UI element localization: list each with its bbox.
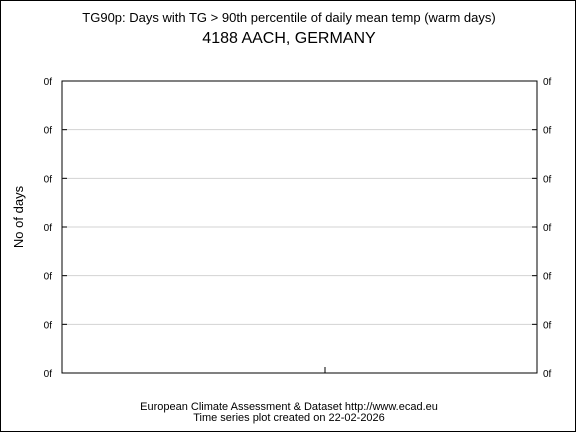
y-tick-label-left: 0f — [44, 77, 53, 88]
y-tick-label-right: 0f — [543, 126, 552, 137]
y-tick-label-left: 0f — [44, 272, 53, 283]
y-tick-label-left: 0f — [44, 223, 53, 234]
chart-subtitle: 4188 AACH, GERMANY — [202, 30, 376, 47]
y-tick-label-left: 0f — [44, 369, 53, 380]
y-tick-label-right: 0f — [543, 174, 552, 185]
footer-source: European Climate Assessment & Dataset ht… — [140, 401, 438, 413]
y-tick-label-right: 0f — [543, 223, 552, 234]
y-axis-right-labels: 0f 0f 0f 0f 0f 0f 0f — [543, 77, 552, 380]
y-tick-label-right: 0f — [543, 77, 552, 88]
y-tick-label-right: 0f — [543, 369, 552, 380]
y-axis-ticks — [62, 80, 537, 374]
chart-title: TG90p: Days with TG > 90th percentile of… — [82, 10, 495, 25]
y-tick-label-right: 0f — [543, 320, 552, 331]
y-tick-label-left: 0f — [44, 126, 53, 137]
y-tick-label-right: 0f — [543, 272, 552, 283]
grid-lines — [62, 129, 537, 325]
footer-created: Time series plot created on 22-02-2026 — [193, 412, 385, 424]
y-tick-label-left: 0f — [44, 320, 53, 331]
y-axis-label: No of days — [11, 185, 26, 248]
y-tick-label-left: 0f — [44, 174, 53, 185]
y-axis-left-labels: 0f 0f 0f 0f 0f 0f 0f — [44, 77, 53, 380]
